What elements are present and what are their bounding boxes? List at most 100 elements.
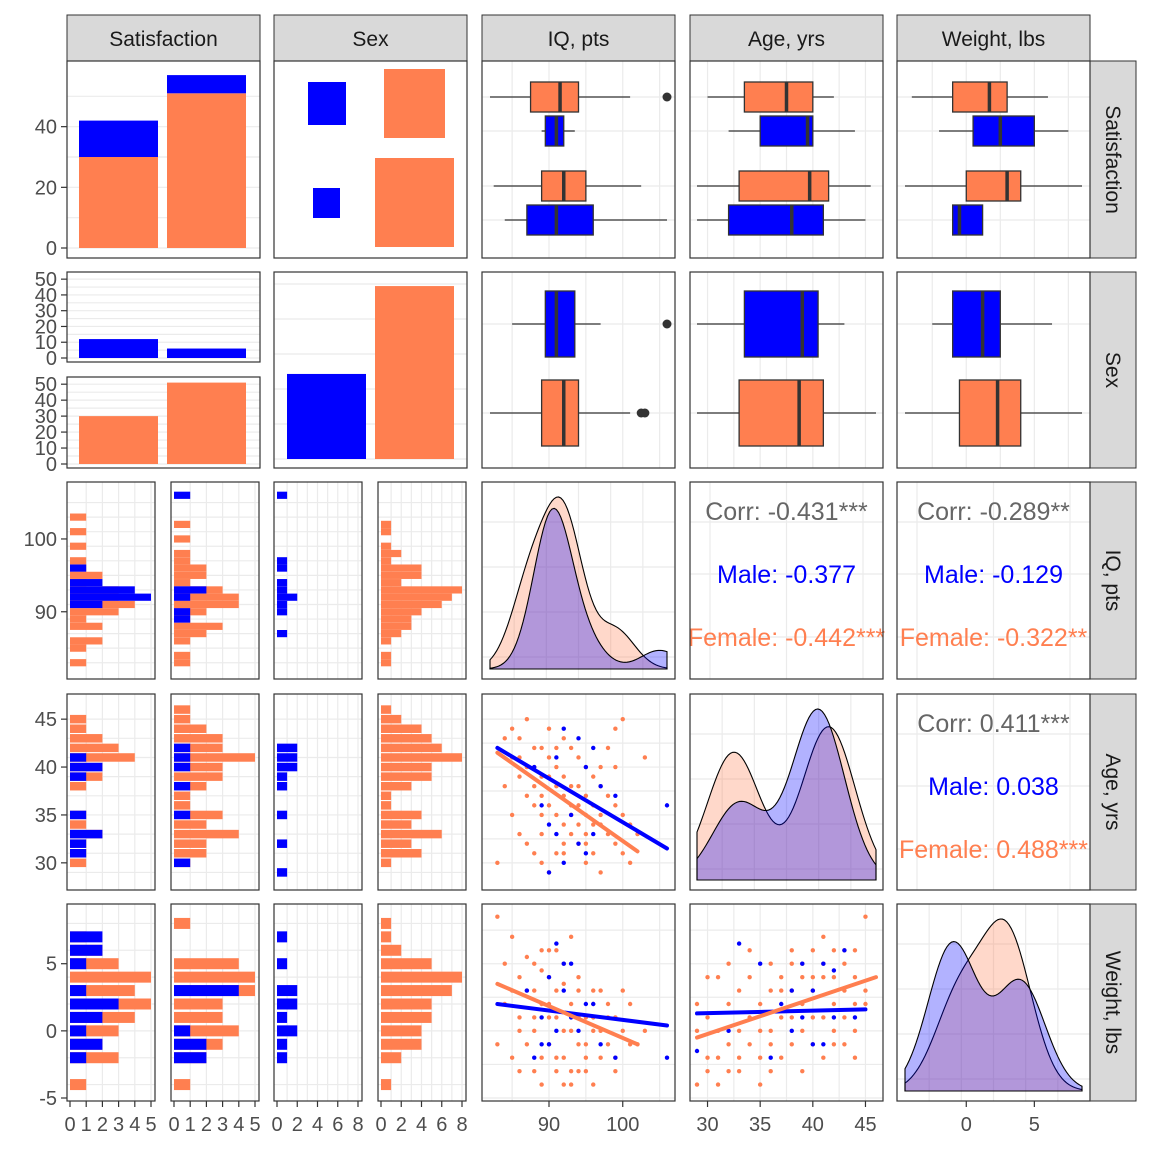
box-male-box bbox=[952, 290, 1001, 358]
hist-sat-low-r2-border bbox=[66, 481, 156, 680]
point-female bbox=[532, 1028, 537, 1034]
point-male bbox=[789, 988, 794, 993]
hist-sex-male-r4-bar bbox=[277, 931, 288, 943]
point-female bbox=[591, 851, 596, 856]
point-female bbox=[583, 1042, 589, 1047]
point-female bbox=[779, 974, 784, 980]
fit-female bbox=[495, 981, 640, 1047]
tick-label-row4: 45 bbox=[35, 709, 57, 731]
hist-sat-high-r3-bar bbox=[174, 781, 191, 791]
hist-sat-low-r2-bar bbox=[70, 528, 87, 536]
point-female bbox=[561, 736, 566, 741]
point-female bbox=[561, 1055, 566, 1060]
point-female bbox=[561, 841, 566, 846]
box-low-male-box bbox=[759, 115, 814, 147]
point-female bbox=[532, 851, 537, 856]
hist-sat-high-r4-bar bbox=[174, 998, 223, 1010]
hist-sex-male-r2-bar bbox=[277, 491, 288, 499]
tick-label-row2b: 0 bbox=[46, 454, 57, 476]
hist-sat-high-r2-bar bbox=[174, 630, 207, 638]
bar-male bbox=[167, 75, 246, 94]
mosaic-female-high bbox=[375, 158, 454, 247]
point-male bbox=[779, 1001, 784, 1007]
point-female bbox=[757, 1055, 763, 1060]
point-female bbox=[576, 822, 581, 827]
point-female bbox=[539, 1082, 544, 1087]
hist-sat-high-r3-bar bbox=[174, 743, 223, 753]
hist-sat-high-r2-bar bbox=[174, 593, 191, 601]
hist-sat-high-r2-bar bbox=[174, 571, 207, 579]
box-high-female-box bbox=[965, 170, 1022, 202]
hist-sat-high-r2-bar bbox=[174, 637, 191, 645]
point-female bbox=[789, 948, 794, 953]
point-female bbox=[715, 974, 721, 980]
point-female bbox=[779, 988, 784, 993]
hist-sat-low-r3-bar bbox=[70, 724, 87, 733]
hist-sex-female-r3-bar bbox=[381, 810, 422, 820]
hist-sex-female-r3-bar bbox=[381, 743, 442, 753]
bar-male bbox=[167, 348, 246, 358]
density-iq-border bbox=[481, 481, 676, 680]
point-female bbox=[810, 948, 816, 953]
point-female bbox=[539, 812, 544, 818]
hist-sat-low-r4-bar bbox=[70, 931, 103, 943]
hist-sat-low-r3-border bbox=[66, 693, 156, 891]
scatter-iq-age-border bbox=[481, 693, 676, 891]
tick-label-sat-low: 3 bbox=[113, 1114, 124, 1136]
hist-sex-female-r3-bar bbox=[381, 724, 422, 733]
bar-male bbox=[287, 373, 366, 459]
point-female bbox=[642, 755, 648, 760]
hist-sat-high-r2-bar bbox=[174, 651, 191, 660]
bar-male bbox=[79, 339, 158, 358]
hist-sat-low-r4-bar bbox=[70, 1052, 119, 1064]
hist-sex-female-r3-bar bbox=[381, 829, 442, 839]
r1c2-border bbox=[481, 60, 676, 259]
hist-sex-female-r3-bar bbox=[381, 734, 432, 743]
tick-label-weight: 5 bbox=[1029, 1114, 1040, 1136]
point-male bbox=[539, 1042, 544, 1047]
point-female bbox=[605, 1042, 611, 1047]
point-male bbox=[598, 784, 603, 789]
hist-sat-high-r3-bar bbox=[174, 810, 191, 820]
corr-iq-weight-border bbox=[896, 481, 1091, 680]
point-female bbox=[620, 1028, 625, 1034]
point-female bbox=[842, 1015, 847, 1020]
point-female bbox=[532, 961, 537, 966]
tick-label-row5: 0 bbox=[46, 1021, 57, 1043]
hist-sat-high-r2-bar bbox=[174, 579, 191, 587]
hist-sex-female-r2-bar bbox=[381, 608, 422, 616]
hist-sat-high-r2-bar bbox=[174, 659, 191, 667]
hist-sat-low-r4-bar bbox=[70, 1025, 119, 1037]
point-female bbox=[509, 726, 515, 731]
tick-label-sex-female: 0 bbox=[375, 1114, 386, 1136]
hist-sat-low-r3-bar bbox=[70, 743, 119, 753]
point-female bbox=[620, 716, 625, 722]
hist-sat-low-r4-bar bbox=[70, 958, 87, 970]
corr-iq-age-border bbox=[689, 481, 884, 680]
point-female bbox=[768, 1042, 773, 1047]
point-male bbox=[524, 988, 530, 993]
hist-sex-female-r4-bar bbox=[381, 944, 402, 956]
bar-male bbox=[79, 120, 158, 157]
hist-sex-female-r4-bar bbox=[381, 998, 432, 1010]
hist-sat-high-r2-bar bbox=[174, 586, 207, 594]
point-female bbox=[509, 812, 515, 818]
hist-sex-male-r2-bar bbox=[277, 593, 298, 601]
point-male bbox=[821, 961, 826, 966]
hist-sex-female-r2-bar bbox=[381, 659, 392, 667]
point-female bbox=[800, 1028, 805, 1034]
point-female bbox=[726, 961, 731, 966]
point-female bbox=[705, 974, 710, 980]
hist-sat-high-r3-bar bbox=[174, 705, 191, 714]
mosaic-male-low bbox=[308, 82, 346, 125]
point-female bbox=[532, 1015, 537, 1020]
hist-sat-high-r3-bar bbox=[174, 762, 223, 772]
point-female bbox=[583, 860, 589, 866]
hist-sex-female-r4-bar bbox=[381, 1011, 432, 1023]
hist-sat-low-r2-bar bbox=[70, 579, 103, 587]
hist-sat-high-r4-bar bbox=[174, 971, 255, 983]
point-female bbox=[715, 1055, 721, 1060]
hist-sat-low-r3-bar bbox=[70, 820, 87, 829]
hist-sat-low-r2-bar bbox=[70, 542, 87, 550]
point-female bbox=[821, 1015, 826, 1020]
